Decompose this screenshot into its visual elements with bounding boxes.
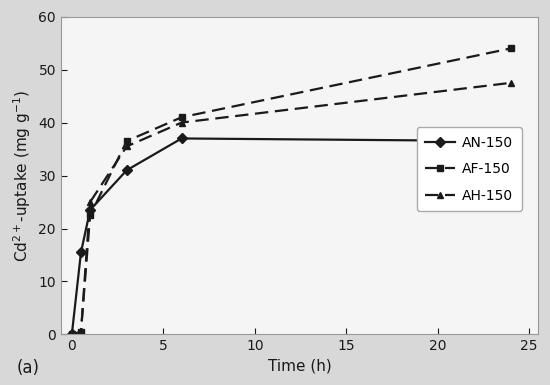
Line: AH-150: AH-150 — [68, 79, 514, 338]
Line: AN-150: AN-150 — [68, 135, 514, 338]
AF-150 — [78, 330, 84, 334]
AF-150 — [123, 139, 130, 144]
AN-150 — [123, 168, 130, 172]
AF-150 — [508, 46, 514, 51]
AN-150 — [508, 139, 514, 144]
AN-150 — [78, 250, 84, 254]
Y-axis label: Cd$^{2+}$-uptake (mg g$^{-1}$): Cd$^{2+}$-uptake (mg g$^{-1}$) — [11, 90, 33, 261]
X-axis label: Time (h): Time (h) — [268, 359, 332, 374]
AN-150 — [69, 332, 75, 337]
AF-150 — [69, 332, 75, 337]
AN-150 — [178, 136, 185, 141]
Legend: AN-150, AF-150, AH-150: AN-150, AF-150, AH-150 — [416, 127, 522, 211]
Text: (a): (a) — [16, 360, 40, 377]
AH-150 — [123, 144, 130, 149]
AF-150 — [87, 213, 94, 218]
AH-150 — [78, 330, 84, 334]
AN-150 — [87, 208, 94, 212]
Line: AF-150: AF-150 — [68, 45, 514, 338]
AH-150 — [178, 120, 185, 125]
AH-150 — [87, 200, 94, 204]
AH-150 — [508, 80, 514, 85]
AF-150 — [178, 115, 185, 120]
AH-150 — [69, 332, 75, 337]
